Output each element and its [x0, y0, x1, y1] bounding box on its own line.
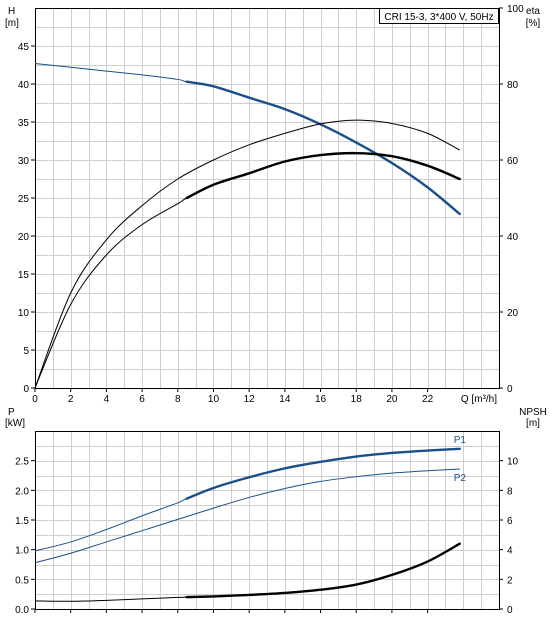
y-tick-label-left: 0 — [23, 384, 29, 395]
series-line-operating — [185, 447, 461, 500]
model-label-box: CRI 15-3, 3*400 V, 50Hz — [379, 8, 499, 24]
model-label-frame — [379, 8, 499, 24]
series-line — [34, 152, 460, 389]
series-line-operating — [185, 542, 461, 599]
y-tick-label-left: 15 — [18, 270, 30, 281]
x-tick-label: 22 — [422, 394, 434, 405]
y-tick-label-left: 45 — [18, 42, 30, 53]
series-line-operating — [185, 80, 461, 216]
y-tick-label-left: 2.5 — [15, 457, 29, 468]
y-tick-label-left: 0.0 — [15, 605, 29, 616]
y-tick-label-right: 0 — [507, 384, 513, 395]
y-tick-label-left: 20 — [18, 232, 30, 243]
y-tick-label-right: 2 — [507, 575, 513, 586]
y-tick-label-right: 10 — [507, 457, 519, 468]
y-tick-label-left: 25 — [18, 194, 30, 205]
y-tick-label-left: 30 — [18, 156, 30, 167]
series-line — [34, 468, 460, 564]
y-tick-label-left: 1.5 — [15, 516, 29, 527]
x-tick-label: 10 — [208, 394, 220, 405]
y-tick-label-right: 0 — [507, 605, 513, 616]
series-line — [34, 119, 460, 389]
y-tick-label-left: 10 — [18, 308, 30, 319]
x-tick-label: 12 — [244, 394, 256, 405]
y-tick-label-right: 6 — [507, 516, 513, 527]
y-axis-unit-left: [kW] — [5, 418, 25, 429]
plot-frame — [35, 8, 500, 389]
y-tick-label-left: 35 — [18, 118, 30, 129]
y-tick-label-right: 20 — [507, 308, 519, 319]
x-axis-title: Q [m³/h] — [461, 394, 497, 405]
y-tick-label-right: 8 — [507, 486, 513, 497]
y-tick-label-right: 80 — [507, 80, 519, 91]
y-tick-label-left: 5 — [23, 346, 29, 357]
x-tick-label: 4 — [104, 394, 110, 405]
y-axis-title-left: H — [8, 6, 15, 17]
series-label: P2 — [454, 473, 467, 484]
x-tick-label: 0 — [32, 394, 38, 405]
y-axis-unit-right: [%] — [526, 18, 541, 29]
y-tick-label-left: 1.0 — [15, 546, 29, 557]
y-axis-unit-left: [m] — [5, 18, 19, 29]
y-tick-label-right: 60 — [507, 156, 519, 167]
y-axis-title-right: NPSH — [519, 407, 547, 418]
series-line — [34, 62, 461, 215]
y-axis-title-right: eta — [526, 6, 540, 17]
x-tick-label: 8 — [175, 394, 181, 405]
x-tick-label: 16 — [315, 394, 327, 405]
y-axis-title-left: P — [8, 407, 15, 418]
series-line-operating — [185, 151, 461, 200]
x-tick-label: 18 — [351, 394, 363, 405]
model-label: CRI 15-3, 3*400 V, 50Hz — [384, 12, 493, 23]
y-tick-label-left: 40 — [18, 80, 30, 91]
x-tick-label: 20 — [386, 394, 398, 405]
y-tick-label-right: 4 — [507, 546, 513, 557]
x-tick-label: 6 — [139, 394, 145, 405]
x-tick-label: 14 — [279, 394, 291, 405]
y-axis-unit-right: [m] — [526, 418, 540, 429]
y-tick-label-right: 40 — [507, 232, 519, 243]
y-tick-label-right: 100 — [507, 4, 524, 15]
y-tick-label-left: 0.5 — [15, 575, 29, 586]
y-tick-label-left: 2.0 — [15, 486, 29, 497]
series-label: P1 — [454, 435, 467, 446]
x-tick-label: 2 — [68, 394, 74, 405]
